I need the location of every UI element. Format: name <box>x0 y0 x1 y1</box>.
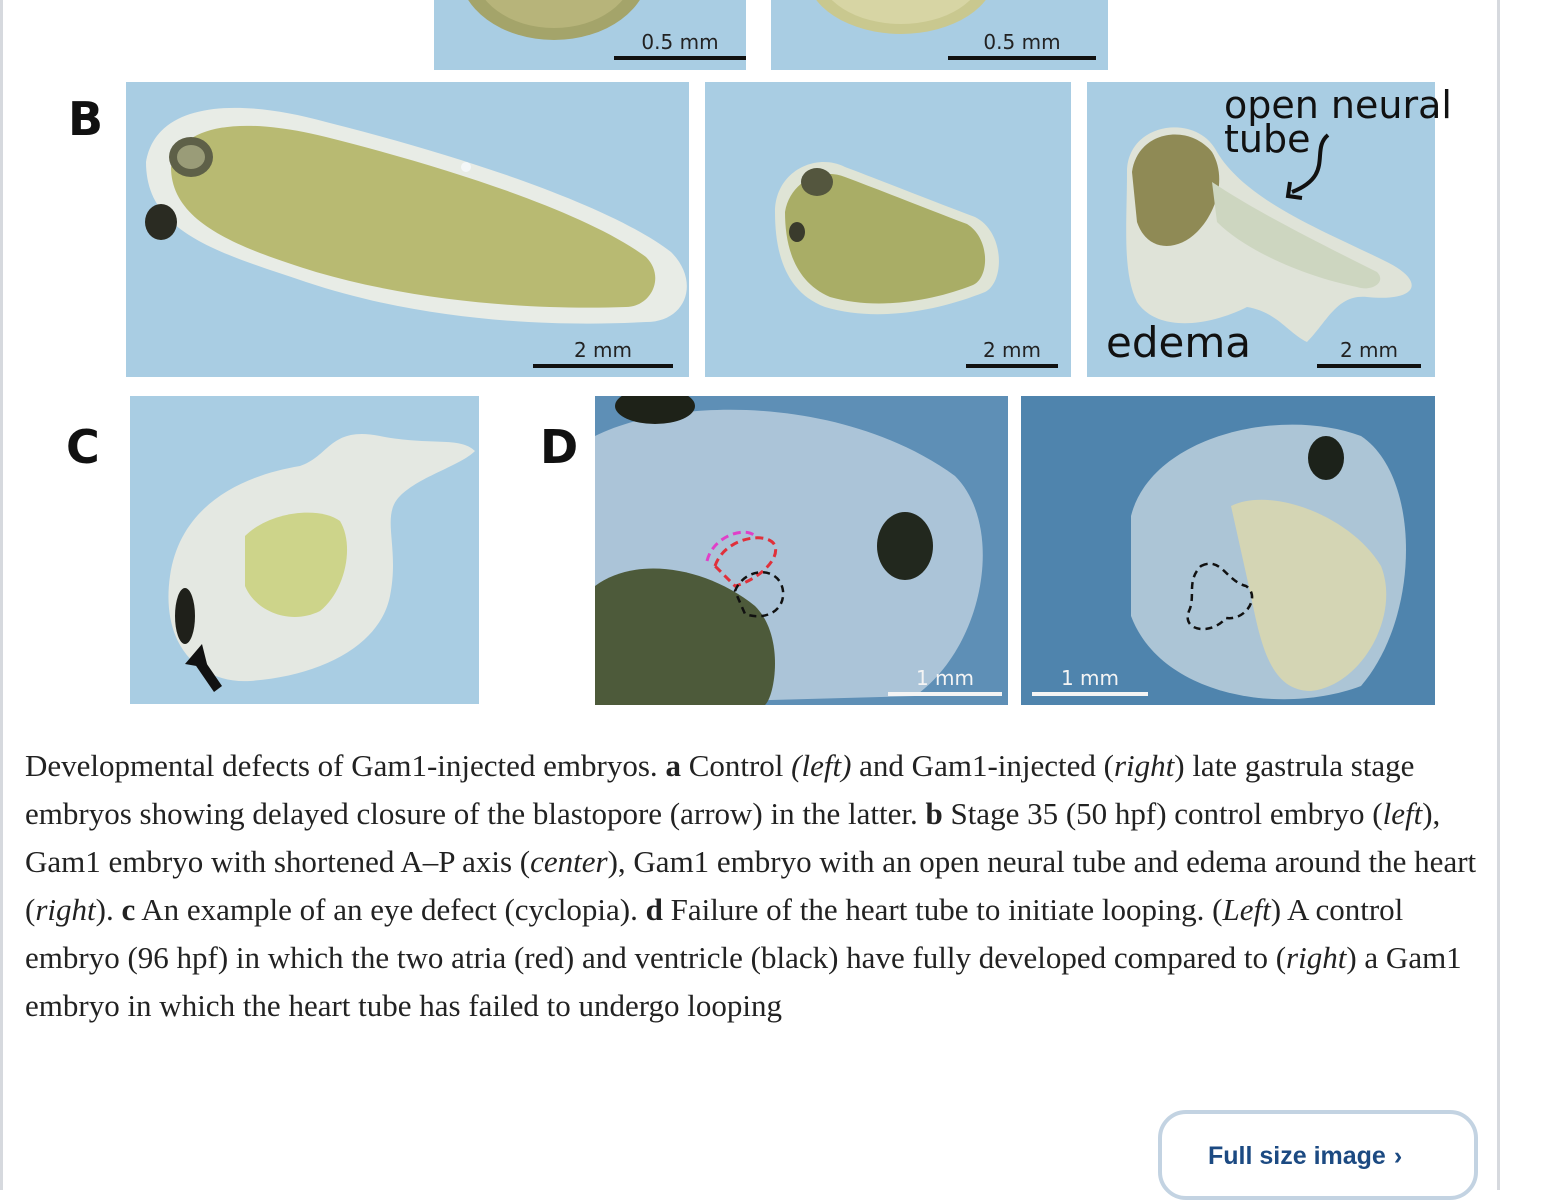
scalebar-d-right-label: 1 mm <box>1060 666 1120 690</box>
panel-c <box>130 396 479 704</box>
scalebar-a-left-label: 0.5 mm <box>641 30 719 54</box>
scalebar-a-right: 0.5 mm <box>948 30 1096 60</box>
panel-b-center <box>705 82 1071 377</box>
caption-text: and Gam1-injected ( <box>851 748 1114 783</box>
scalebar-b-right-label: 2 mm <box>1339 338 1399 362</box>
scalebar-b-center-label: 2 mm <box>982 338 1042 362</box>
panel-d-left <box>595 396 1008 705</box>
caption-label-b: b <box>925 796 943 831</box>
caption-emphasis: (left) <box>791 748 852 783</box>
scalebar-a-left: 0.5 mm <box>614 30 746 60</box>
caption-emphasis: left <box>1382 796 1423 831</box>
caption-emphasis: right <box>1113 748 1175 783</box>
caption-text: Stage 35 (50 hpf) control embryo ( <box>942 796 1383 831</box>
caption-text: ) late gastrula stage embryos showing de… <box>25 748 1415 831</box>
annotation-open-neural-tube-line1: open neural <box>1224 83 1452 127</box>
panel-label-c: C <box>66 420 100 474</box>
caption-text: ), Gam1 embryo with shortened A–P axis ( <box>25 796 1441 879</box>
caption-text: An example of an eye defect (cyclopia). <box>135 892 646 927</box>
scalebar-d-left: 1 mm <box>888 666 1002 696</box>
caption-text: Control <box>680 748 792 783</box>
caption-text: Failure of the heart tube to initiate lo… <box>662 892 1223 927</box>
caption-emphasis: Left <box>1222 892 1271 927</box>
annotation-edema: edema <box>1106 318 1251 367</box>
scalebar-d-right: 1 mm <box>1032 666 1148 696</box>
panel-b-right <box>1087 82 1435 377</box>
caption-text: ) a Gam1 embryo in which the heart tube … <box>25 940 1462 1023</box>
caption-text: Developmental defects of Gam1-injected e… <box>25 748 666 783</box>
panel-label-b: B <box>68 92 104 146</box>
scalebar-d-left-label: 1 mm <box>915 666 975 690</box>
scalebar-b-left: 2 mm <box>533 338 673 368</box>
chevron-right-icon: › <box>1393 1142 1403 1170</box>
caption-label-d: d <box>645 892 663 927</box>
caption-emphasis: right <box>1286 940 1347 975</box>
panel-b-left <box>126 82 689 377</box>
caption-text: ). <box>95 892 122 927</box>
caption-emphasis: center <box>530 844 608 879</box>
panel-d-right <box>1021 396 1435 705</box>
scalebar-b-right: 2 mm <box>1317 338 1421 368</box>
caption-text: ), Gam1 embryo with an open neural tube … <box>25 844 1477 927</box>
full-size-image-label: Full size image <box>1208 1142 1386 1170</box>
figure-caption: Developmental defects of Gam1-injected e… <box>25 742 1485 1030</box>
caption-label-a: a <box>665 748 681 783</box>
scalebar-b-center: 2 mm <box>966 338 1058 368</box>
panel-label-d: D <box>540 420 579 474</box>
full-size-image-button[interactable]: Full size image › <box>1158 1110 1478 1200</box>
caption-emphasis: right <box>35 892 96 927</box>
arrow-icon <box>1285 133 1330 200</box>
figure-image[interactable]: 0.5 mm 0.5 mm B 2 mm 2 mm <box>0 0 1552 720</box>
annotation-open-neural-tube: open neural tube <box>1224 83 1452 161</box>
caption-text: ) A control embryo (96 hpf) in which the… <box>25 892 1404 975</box>
annotation-open-neural-tube-line2: tube <box>1224 117 1311 161</box>
scalebar-a-right-label: 0.5 mm <box>983 30 1061 54</box>
caption-label-c: c <box>121 892 136 927</box>
scalebar-b-left-label: 2 mm <box>573 338 633 362</box>
